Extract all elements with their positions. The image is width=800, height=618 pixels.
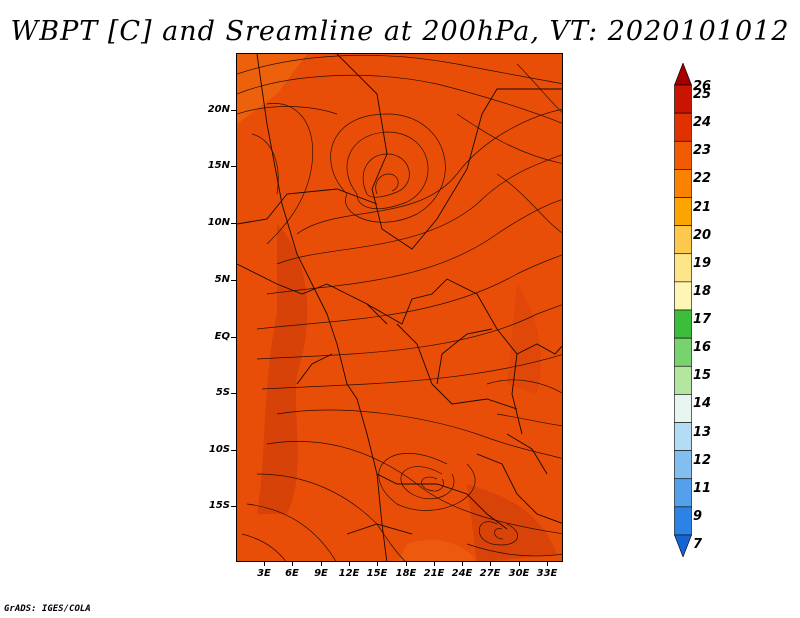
lon-tick — [434, 562, 435, 566]
colorbar-swatch — [674, 365, 692, 395]
lon-tick — [406, 562, 407, 566]
colorbar-label: 19 — [693, 255, 712, 271]
colorbar-swatch — [674, 422, 692, 451]
grads-credit: GrADS: IGES/COLA — [4, 604, 91, 614]
colorbar-min-arrow — [674, 534, 692, 557]
lat-label: EQ — [214, 331, 230, 342]
lat-tick — [231, 393, 236, 394]
colorbar-swatch — [674, 197, 692, 226]
lon-label: 15E — [366, 568, 388, 579]
colorbar — [674, 63, 692, 557]
colorbar-swatch — [674, 309, 692, 339]
colorbar-label: 25 — [693, 87, 712, 102]
lat-label: 10N — [207, 217, 230, 228]
lat-label: 15N — [207, 160, 230, 171]
lon-tick — [292, 562, 293, 566]
lon-tick — [264, 562, 265, 566]
colorbar-swatch — [674, 112, 692, 142]
chart-title: WBPT [C] and Sreamline at 200hPa, VT: 20… — [10, 16, 790, 47]
colorbar-swatch — [674, 84, 692, 114]
colorbar-label: 18 — [693, 283, 712, 299]
lon-tick — [462, 562, 463, 566]
lat-label: 5S — [215, 387, 230, 398]
lon-tick — [490, 562, 491, 566]
lon-label: 9E — [314, 568, 328, 579]
colorbar-swatch — [674, 506, 692, 536]
lon-tick — [321, 562, 322, 566]
lat-label: 5N — [214, 274, 230, 285]
lat-tick — [231, 223, 236, 224]
lon-label: 21E — [423, 568, 445, 579]
colorbar-swatch — [674, 394, 692, 423]
lat-tick — [231, 166, 236, 167]
colorbar-label: 16 — [693, 340, 712, 356]
map-svg — [237, 54, 562, 561]
colorbar-label: 15 — [693, 368, 712, 384]
colorbar-swatch — [674, 253, 692, 283]
colorbar-swatch — [674, 281, 692, 311]
lon-tick — [349, 562, 350, 566]
lon-label: 33E — [536, 568, 558, 579]
lon-tick — [547, 562, 548, 566]
colorbar-label: 13 — [693, 424, 712, 440]
lat-tick — [231, 450, 236, 451]
colorbar-label: 7 — [693, 537, 703, 552]
lat-label: 15S — [208, 500, 230, 511]
colorbar-swatch — [674, 225, 692, 255]
colorbar-swatch — [674, 337, 692, 367]
lon-tick — [377, 562, 378, 566]
colorbar-swatch — [674, 450, 692, 480]
colorbar-swatch — [674, 169, 692, 198]
lat-tick — [231, 506, 236, 507]
lon-label: 24E — [451, 568, 473, 579]
lat-label: 20N — [207, 104, 230, 115]
colorbar-label: 12 — [693, 452, 712, 468]
colorbar-label: 17 — [693, 312, 712, 327]
lat-tick — [231, 280, 236, 281]
lon-label: 27E — [479, 568, 501, 579]
lon-label: 6E — [285, 568, 299, 579]
colorbar-label: 9 — [693, 508, 703, 524]
lon-label: 18E — [395, 568, 417, 579]
colorbar-swatch — [674, 140, 692, 170]
colorbar-label: 26 — [693, 79, 712, 94]
colorbar-label: 23 — [693, 143, 712, 159]
wbpt-light-patch — [398, 540, 476, 561]
lon-label: 3E — [257, 568, 271, 579]
streamlines — [237, 54, 562, 561]
lon-tick — [519, 562, 520, 566]
lon-label: 30E — [508, 568, 530, 579]
wbpt-dark-patch — [467, 484, 557, 561]
lat-tick — [231, 110, 236, 111]
colorbar-label: 24 — [693, 115, 712, 131]
lon-label: 12E — [338, 568, 360, 579]
wbpt-light-patch — [237, 54, 307, 124]
lat-tick — [231, 337, 236, 338]
colorbar-label: 11 — [693, 480, 712, 496]
colorbar-label: 22 — [693, 171, 712, 187]
colorbar-label: 20 — [693, 227, 712, 243]
colorbar-swatch — [674, 478, 692, 508]
colorbar-label: 21 — [693, 199, 712, 215]
colorbar-max-arrow — [674, 63, 692, 86]
map-panel — [236, 53, 563, 562]
colorbar-label: 14 — [693, 396, 712, 412]
lat-label: 10S — [208, 444, 230, 455]
